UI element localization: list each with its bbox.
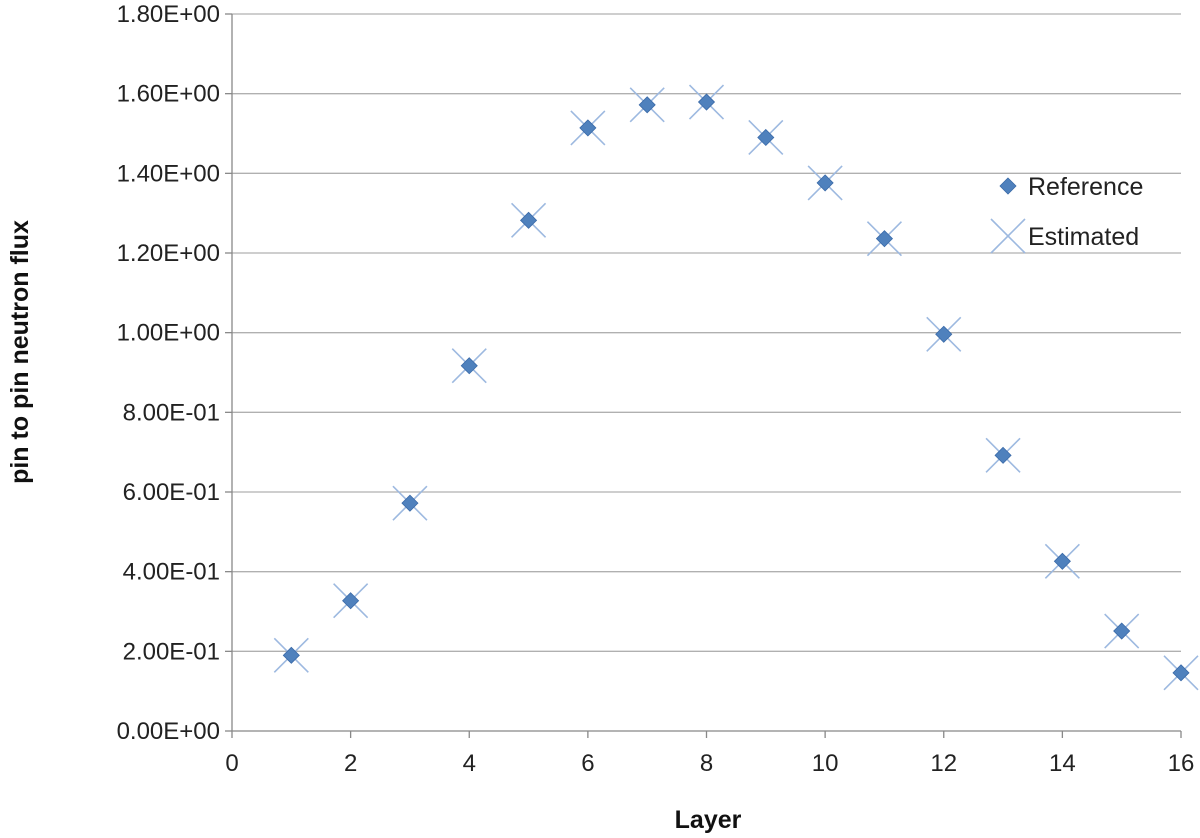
- x-tick-label: 2: [344, 750, 357, 777]
- reference-point: [579, 119, 597, 137]
- y-tick-label: 4.00E-01: [123, 559, 220, 586]
- reference-point: [1053, 552, 1071, 570]
- y-tick-label: 2.00E-01: [123, 638, 220, 665]
- y-tick-label: 1.40E+00: [117, 160, 220, 187]
- legend-label: Reference: [1028, 173, 1143, 201]
- y-tick-label: 8.00E-01: [123, 399, 220, 426]
- legend-item-estimated: Estimated: [990, 218, 1139, 254]
- x-tick-label: 16: [1168, 750, 1195, 777]
- reference-point: [994, 446, 1012, 464]
- y-tick-label: 1.60E+00: [117, 81, 220, 108]
- x-axis-title: Layer: [675, 806, 742, 834]
- data-series: [273, 84, 1199, 691]
- reference-point: [697, 93, 716, 111]
- x-tick-label: 6: [581, 750, 594, 777]
- legend-diamond-marker: [999, 177, 1017, 195]
- x-tick-label: 10: [812, 750, 839, 777]
- reference-point: [757, 128, 775, 147]
- legend-item-reference: Reference: [999, 173, 1143, 201]
- legend: Reference Estimated: [990, 173, 1143, 254]
- tick-labels: 0.00E+00 2.00E-01 4.00E-01 6.00E-01 8.00E-01…: [117, 1, 1195, 777]
- y-tick-label: 1.20E+00: [117, 240, 220, 267]
- reference-point: [638, 96, 656, 114]
- gridlines: [232, 13, 1181, 652]
- reference-point: [935, 325, 953, 343]
- y-tick-label: 1.80E+00: [117, 1, 220, 28]
- legend-label: Estimated: [1028, 223, 1139, 251]
- legend-x-marker: [990, 218, 1026, 254]
- reference-point: [816, 174, 834, 192]
- reference-point: [1172, 664, 1190, 682]
- y-tick-label: 6.00E-01: [123, 479, 220, 506]
- reference-point: [401, 494, 419, 512]
- x-marker-stroke: [990, 218, 1026, 254]
- reference-point: [519, 211, 538, 229]
- reference-point: [342, 592, 360, 610]
- x-tick-label: 14: [1049, 750, 1076, 777]
- axes: [225, 13, 1182, 738]
- x-tick-label: 0: [225, 750, 238, 777]
- x-tick-label: 4: [463, 750, 476, 777]
- y-tick-label: 0.00E+00: [117, 718, 220, 745]
- reference-point: [1113, 622, 1131, 640]
- series-reference: [282, 93, 1190, 682]
- y-tick-label: 1.00E+00: [117, 320, 220, 347]
- reference-point: [875, 230, 894, 248]
- x-tick-label: 8: [700, 750, 713, 777]
- reference-point: [282, 646, 300, 664]
- reference-point: [460, 357, 478, 375]
- x-tick-label: 12: [930, 750, 957, 777]
- y-axis-title: pin to pin neutron flux: [6, 220, 34, 484]
